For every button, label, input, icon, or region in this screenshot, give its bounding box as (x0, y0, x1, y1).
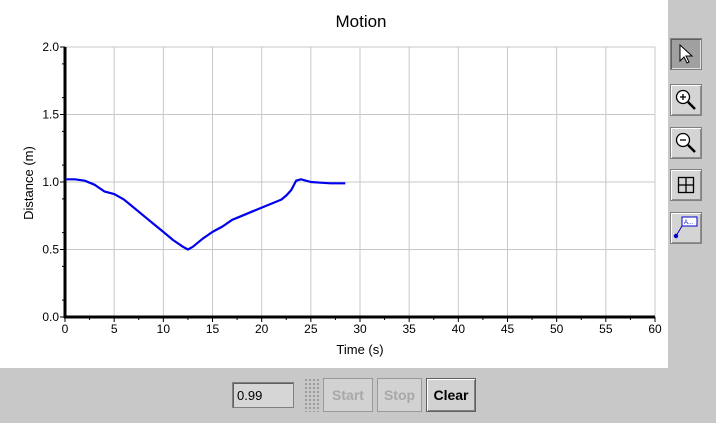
zoom-in-button[interactable] (670, 84, 702, 116)
drag-handle[interactable] (304, 378, 319, 412)
svg-text:A...: A... (684, 220, 693, 226)
x-tick-label: 60 (648, 322, 662, 336)
select-tool-button[interactable] (670, 38, 702, 70)
x-tick-label: 20 (255, 322, 269, 336)
clear-button[interactable]: Clear (426, 378, 476, 412)
y-tick-label: 2.0 (42, 40, 59, 54)
stop-button[interactable]: Stop (377, 378, 422, 412)
y-tick-label: 0.0 (42, 310, 59, 324)
x-tick-label: 25 (304, 322, 318, 336)
x-tick-label: 0 (62, 322, 69, 336)
x-tick-label: 15 (206, 322, 220, 336)
grid-toggle-button[interactable] (670, 169, 702, 201)
zoom-in-icon (675, 89, 696, 110)
x-tick-label: 55 (599, 322, 613, 336)
x-tick-label: 35 (402, 322, 416, 336)
graph-toolbar: A... (668, 0, 716, 368)
motion-chart: Motion 0 5 10 15 20 25 30 35 40 45 50 55 60 0.0 0.5 1.0… (21, 12, 662, 357)
y-tick-label: 1.5 (42, 108, 59, 122)
data-series (65, 178, 346, 251)
start-button[interactable]: Start (323, 378, 373, 412)
y-tick-label: 0.5 (42, 243, 59, 257)
graph-panel: Motion 0 5 10 15 20 25 30 35 40 45 50 55 60 0.0 0.5 1.0… (21, 12, 662, 357)
x-tick-label: 40 (452, 322, 466, 336)
select-arrow-icon (679, 43, 694, 64)
x-tick-label: 50 (550, 322, 564, 336)
zoom-out-button[interactable] (670, 127, 702, 159)
chart-title: Motion (335, 12, 386, 31)
x-tick-label: 5 (111, 322, 118, 336)
annotation-button[interactable]: A... (670, 212, 702, 244)
annotation-icon: A... (673, 216, 698, 239)
control-bar: 0.99 Start Stop Clear (0, 368, 716, 423)
tick-labels: 0 5 10 15 20 25 30 35 40 45 50 55 60 0.0 0.5 1.0 1.5 2.0 (42, 40, 662, 336)
y-axis-label: Distance (m) (21, 146, 36, 220)
value-readout: 0.99 (232, 382, 294, 408)
grid-lines (65, 46, 656, 317)
x-tick-label: 10 (157, 322, 171, 336)
distance-series-line (65, 178, 346, 251)
x-tick-label: 30 (353, 322, 367, 336)
y-tick-label: 1.0 (42, 175, 59, 189)
x-axis-label: Time (s) (336, 342, 383, 357)
grid-icon (677, 176, 695, 194)
x-tick-label: 45 (501, 322, 515, 336)
zoom-out-icon (675, 132, 696, 153)
axes (60, 46, 656, 322)
